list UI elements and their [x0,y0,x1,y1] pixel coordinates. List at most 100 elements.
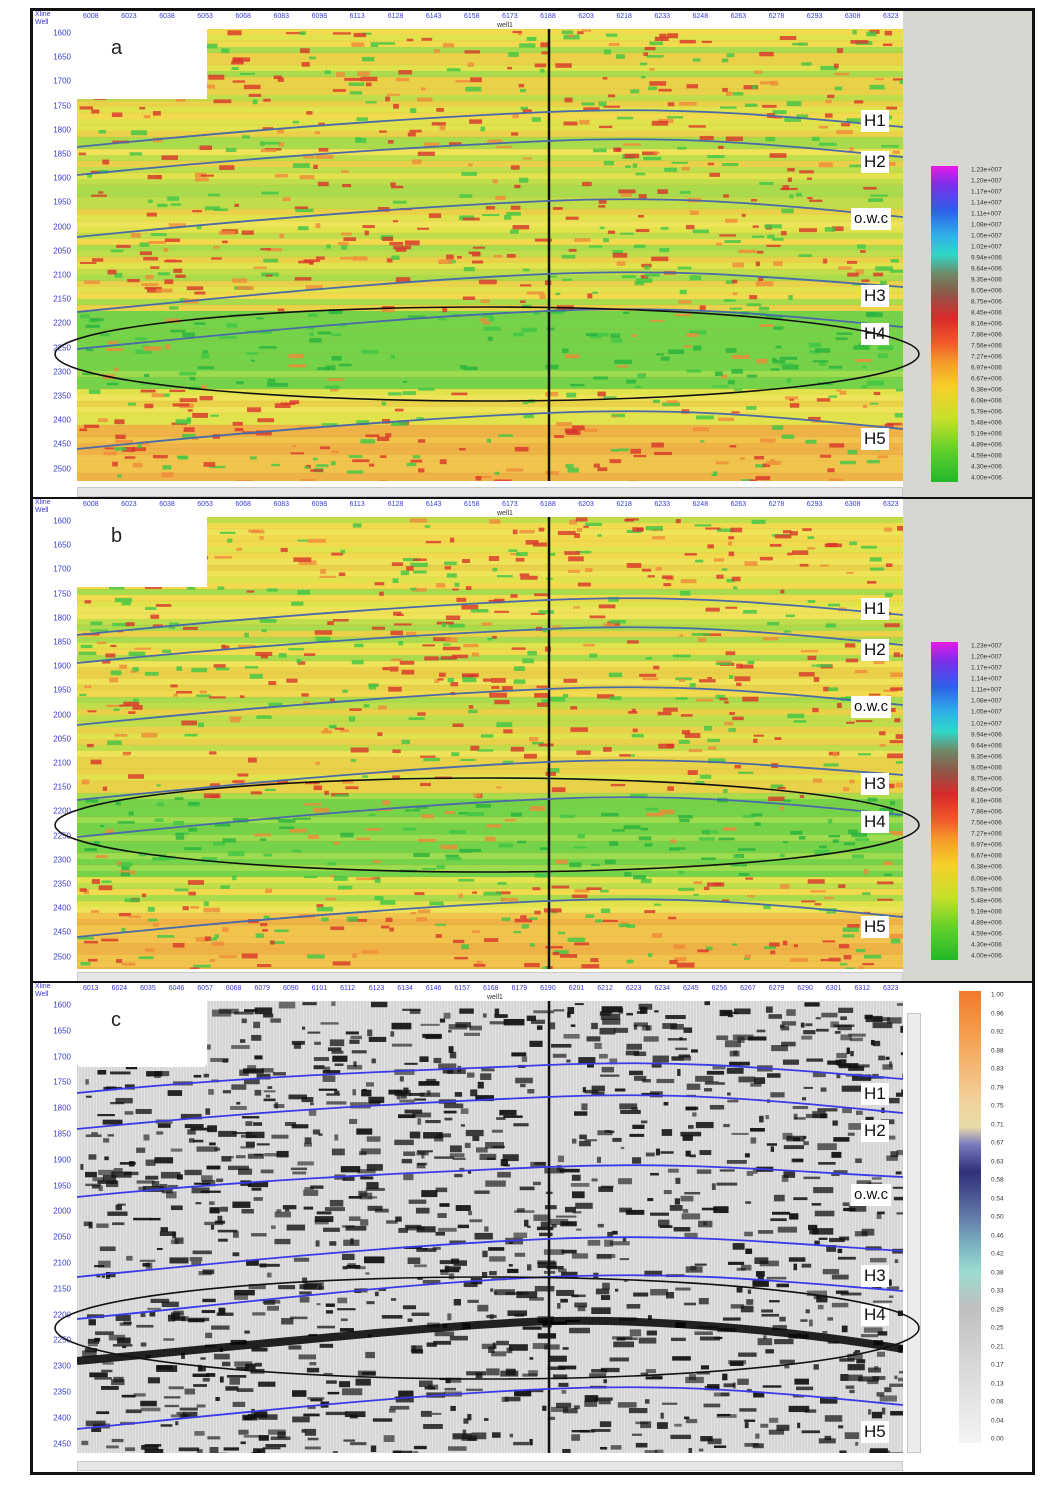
depth-tick: 2150 [53,294,71,304]
xline-tick: 6323 [883,13,899,20]
depth-tick: 1900 [53,1155,71,1165]
colorbar-tick-label: 6.67e+006 [971,852,1002,860]
horizon-label: H1 [861,110,889,132]
colorbar-tick-label: 9.64e+006 [971,742,1002,750]
depth-tick: 1900 [53,661,71,671]
panel-label-box [79,1007,205,1067]
depth-tick: 2250 [53,1335,71,1345]
xline-tick: 6068 [235,13,251,20]
xline-tick: 6301 [825,985,842,992]
xline-axis: Xline Well 6008 6023 6038 6053 6068 6083 6098 6… [33,499,901,519]
xline-tick: 6023 [121,13,137,20]
horizontal-scrollbar[interactable] [77,487,903,497]
depth-tick: 1700 [53,1052,71,1062]
depth-tick: 1700 [53,564,71,574]
colorbar-tick-label: 9.35e+006 [971,276,1002,284]
depth-tick: 1700 [53,76,71,86]
xline-tick: 6203 [578,13,594,20]
xline-tick: 6046 [168,985,185,992]
colorbar-tick-label: 1.14e+007 [971,675,1002,683]
depth-tick: 1650 [53,540,71,550]
depth-axis: 1600 1650 1700 1750 1800 1850 1900 1950 2000 2050… [33,517,77,969]
colorbar-tick-label: 0.04 [991,1417,1004,1424]
colorbar-tick-label: 0.96 [991,1010,1004,1017]
colorbar-tick-label: 1.00 [991,991,1004,999]
colorbar-tick-label: 6.08e+006 [971,397,1002,405]
xline-tick: 6038 [159,13,175,20]
vertical-scrollbar[interactable] [907,1013,921,1453]
horizon-label: H5 [861,916,889,938]
colorbar-tick-label: 8.45e+006 [971,309,1002,317]
depth-tick: 2200 [53,806,71,816]
depth-tick: 1750 [53,1077,71,1087]
xline-ticks: 6008 6023 6038 6053 6068 6083 6098 6113 6128 6143… [83,13,901,23]
colorbar-panel [903,11,1032,497]
colorbar-tick-label: 1.05e+007 [971,708,1002,716]
depth-tick: 2350 [53,879,71,889]
horizontal-scrollbar[interactable] [77,1461,903,1471]
depth-tick: 1950 [53,197,71,207]
colorbar-tick-label: 1.08e+007 [971,221,1002,229]
depth-tick: 1600 [53,1000,71,1010]
depth-tick: 1800 [53,125,71,135]
colorbar-panel [903,499,1032,981]
depth-tick: 2200 [53,318,71,328]
colorbar-tick-label: 4.59e+006 [971,930,1002,938]
xline-label: Xline [35,499,51,506]
xline-tick: 6068 [235,501,251,508]
xline-tick: 6053 [197,13,213,20]
horizon-label: H4 [861,811,889,833]
colorbar-tick-label: 0.88 [991,1047,1004,1054]
depth-tick: 2250 [53,831,71,841]
depth-tick: 1750 [53,101,71,111]
xline-tick: 6234 [654,985,670,992]
colorbar-tick-label: 9.05e+006 [971,287,1002,295]
xline-tick: 6323 [883,985,899,992]
xline-tick: 6083 [273,13,290,20]
xline-label: Xline [35,11,51,18]
colorbar-tick-label: 8.75e+006 [971,775,1002,783]
colorbar [931,642,958,960]
panel-c: Xline Well 6013 6024 6035 6046 6057 6068 6079 6… [33,983,1032,1472]
xline-tick: 6323 [883,501,899,508]
colorbar-tick-label: 8.45e+006 [971,786,1002,794]
colorbar-tick-label: 1.02e+007 [971,720,1002,727]
horizontal-scrollbar[interactable] [77,972,903,981]
colorbar-tick-label: 9.94e+006 [971,254,1002,262]
colorbar-tick-label: 0.21 [991,1343,1004,1350]
horizon-label: o.w.c [851,696,892,718]
colorbar-tick-label: 5.19e+006 [971,908,1002,916]
horizon-label: H3 [861,1265,889,1287]
colorbar-tick-label: 7.27e+006 [971,353,1002,361]
xline-tick: 6023 [121,501,137,508]
depth-axis: 1600 1650 1700 1750 1800 1850 1900 1950 2000 2050… [33,1001,77,1453]
colorbar-tick-label: 4.00e+006 [971,474,1002,482]
xline-label: Xline [35,983,51,990]
xline-tick: 6146 [425,985,442,992]
xline-tick: 6038 [159,501,175,508]
depth-tick: 2100 [53,1258,71,1268]
horizon-label: H1 [861,1083,889,1105]
horizon-label: H2 [861,639,889,661]
xline-tick: 6173 [502,501,518,508]
xline-tick: 6190 [540,985,556,992]
depth-tick: 1800 [53,1103,71,1113]
xline-tick: 6057 [197,985,213,992]
colorbar-tick-label: 6.38e+006 [971,863,1002,871]
xline-tick: 6293 [806,13,823,20]
depth-tick: 2200 [53,1310,71,1320]
depth-tick: 2150 [53,782,71,792]
xline-tick: 6143 [425,13,442,20]
colorbar-tick-label: 8.16e+006 [971,797,1002,805]
colorbar-tick-label: 0.71 [991,1121,1004,1128]
xline-tick: 6218 [616,13,632,20]
colorbar-tick-label: 0.46 [991,1232,1004,1239]
colorbar-tick-label: 0.54 [991,1195,1004,1202]
colorbar-tick-label: 0.42 [991,1250,1004,1258]
xline-tick: 6168 [483,985,499,992]
xline-tick: 6158 [463,13,480,20]
xline-tick: 6008 [83,501,99,508]
colorbar-tick-label: 4.59e+006 [971,452,1002,460]
xline-tick: 6123 [368,985,385,992]
horizon-label: H4 [861,323,889,345]
